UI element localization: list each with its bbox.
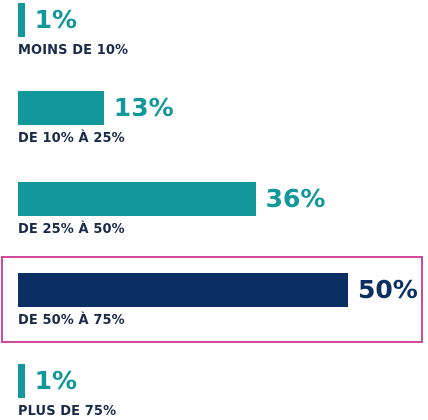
value-label-3: 36%	[265, 184, 326, 213]
bar-3	[18, 182, 256, 216]
value-label-1: 1%	[34, 5, 78, 34]
category-label-3: DE 25% À 50%	[18, 222, 125, 237]
value-label-5: 1%	[34, 366, 78, 395]
value-label-4: 50%	[358, 275, 418, 304]
bar-1	[18, 3, 25, 37]
category-label-4: DE 50% À 75%	[18, 313, 125, 328]
category-label-5: PLUS DE 75%	[18, 404, 117, 419]
highlight-frame	[1, 256, 423, 343]
bar-5	[18, 364, 25, 398]
category-label-1: MOINS DE 10%	[18, 43, 129, 58]
bar-4	[18, 273, 348, 307]
bar-2	[18, 91, 104, 125]
category-label-2: DE 10% À 25%	[18, 131, 125, 146]
value-label-2: 13%	[113, 93, 174, 122]
